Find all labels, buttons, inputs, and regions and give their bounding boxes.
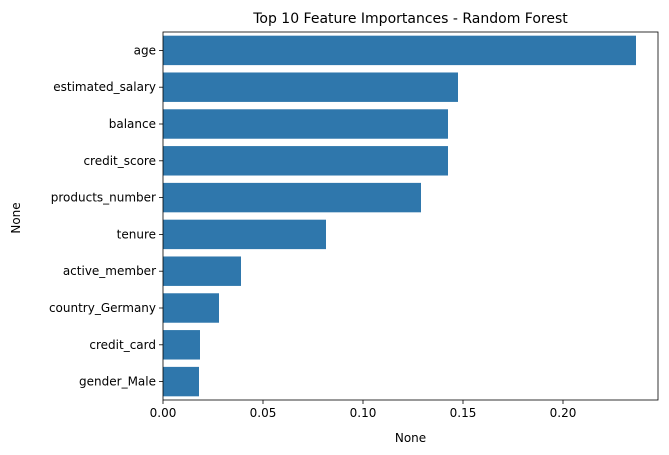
bar-balance [163,109,448,139]
x-tick-label-1: 0.05 [250,406,277,420]
bar-credit_score [163,146,448,176]
y-tick-label-active_member: active_member [63,264,156,278]
x-tick-label-0: 0.00 [150,406,177,420]
y-tick-label-tenure: tenure [117,227,156,241]
y-tick-label-products_number: products_number [51,191,156,205]
y-tick-label-estimated_salary: estimated_salary [53,80,156,94]
bar-estimated_salary [163,72,458,102]
chart-title: Top 10 Feature Importances - Random Fore… [252,11,568,27]
bar-products_number [163,182,421,213]
bar-tenure [163,219,326,250]
bar-country_Germany [163,293,219,323]
x-tick-label-4: 0.20 [550,406,577,420]
y-axis-title: None [9,202,23,233]
bar-age [163,35,636,66]
plot-frame [162,31,659,401]
bar-credit_card [163,330,200,360]
y-tick-label-credit_score: credit_score [83,154,156,168]
y-tick-label-balance: balance [109,117,156,131]
y-tick-label-credit_card: credit_card [89,338,156,352]
bar-gender_Male [163,366,199,397]
x-axis-title: None [395,431,426,445]
x-tick-label-3: 0.15 [450,406,477,420]
y-tick-label-country_Germany: country_Germany [49,301,156,315]
bar-active_member [163,256,241,286]
x-tick-label-2: 0.10 [350,406,377,420]
y-tick-label-gender_Male: gender_Male [79,375,156,389]
y-tick-label-age: age [134,43,156,57]
